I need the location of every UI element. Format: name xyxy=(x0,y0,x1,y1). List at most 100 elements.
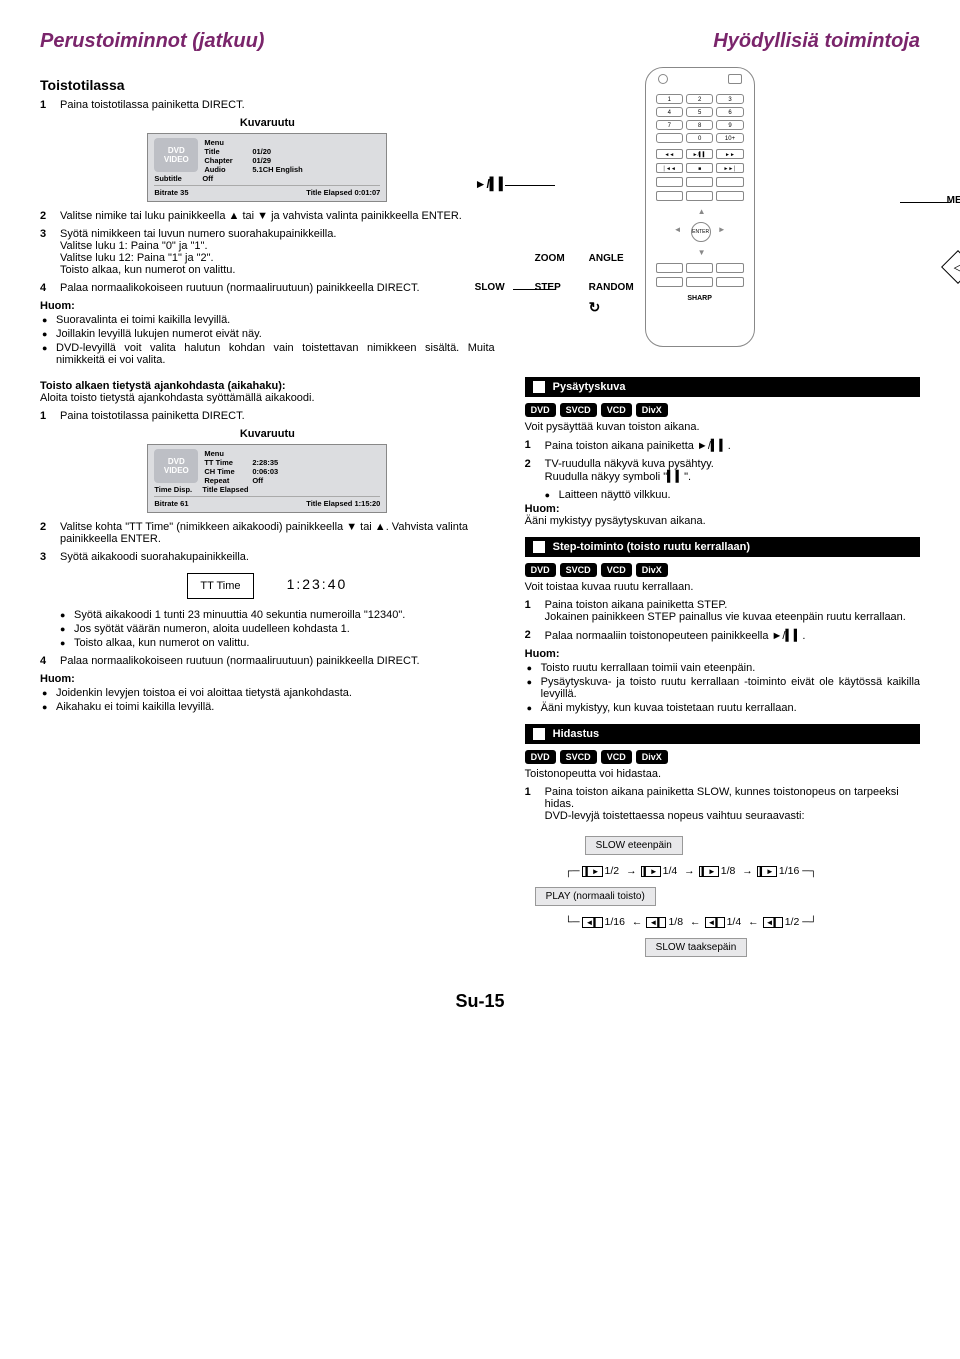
step-b4: 4 Palaa normaalikokoiseen ruutuun (norma… xyxy=(40,655,495,667)
step-b1-num: 1 xyxy=(40,410,54,422)
step-b4-text: Palaa normaalikokoiseen ruutuun (normaal… xyxy=(60,655,495,667)
step-a3-l4: Toisto alkaa, kun numerot on valittu. xyxy=(60,264,235,276)
huom-a-list: Suoravalinta ei toimi kaikilla levyillä.… xyxy=(40,314,495,366)
pys-s2-l2: Ruudulla näkyy symboli "▍▍". xyxy=(545,471,691,483)
step-intro: Voit toistaa kuvaa ruutu kerrallaan. xyxy=(525,581,920,593)
section-hidastus-title: Hidastus xyxy=(553,728,599,740)
step-b2-num: 2 xyxy=(40,521,54,545)
tt-bullets: Syötä aikakoodi 1 tunti 23 minuuttia 40 … xyxy=(58,609,495,649)
pys-s1: 1 Paina toiston aikana painiketta ►/▍▍. xyxy=(525,439,920,452)
step-b4-num: 4 xyxy=(40,655,54,667)
aikahaku-intro: Aloita toisto tietystä ajankohdasta syöt… xyxy=(40,392,315,404)
m1-bl: Bitrate 35 xyxy=(154,188,188,197)
hidastus-s1-text: Paina toiston aikana painiketta SLOW, ku… xyxy=(545,786,899,810)
left-page-title: Perustoiminnot (jatkuu) xyxy=(40,30,264,53)
osd-menu-2: DVDVIDEO Menu TT Time2:28:35 CH Time0:06… xyxy=(147,444,387,513)
huom-b-1: Aikahaku ei toimi kaikilla levyillä. xyxy=(40,701,495,713)
dvd-badge-1b: VIDEO xyxy=(164,155,189,164)
step-b2-text: Valitse kohta "TT Time" (nimikkeen aikak… xyxy=(60,521,495,545)
slow-fwd-label: SLOW eteenpäin xyxy=(585,836,683,855)
hidastus-s1-l2: DVD-levyjä toistettaessa nopeus vaihtuu … xyxy=(545,810,805,822)
back-0: 1/16 xyxy=(605,916,625,928)
badge-dvd-3: DVD xyxy=(525,750,556,764)
fwd-1: 1/4 xyxy=(663,865,678,877)
dpad-block: ∧ ∨ ＜ ＞ ENTER xyxy=(940,217,960,317)
callout-random: RANDOM xyxy=(589,282,634,293)
fwd-2: 1/8 xyxy=(721,865,736,877)
m2-r3-v: Title Elapsed xyxy=(202,485,248,494)
callout-step: STEP xyxy=(535,282,561,293)
callout-zoom: ZOOM xyxy=(535,253,565,264)
step-b1: 1 Paina toistotilassa painiketta DIRECT. xyxy=(40,410,495,422)
section-pysaytyskuva-title: Pysäytyskuva xyxy=(553,381,626,393)
step-a2: 2 Valitse nimike tai luku painikkeella ▲… xyxy=(40,210,495,222)
stept-huom-list: Toisto ruutu kerrallaan toimii vain etee… xyxy=(525,662,920,714)
m2-br: Title Elapsed 1:15:20 xyxy=(306,499,380,508)
pysaytyskuva-intro: Voit pysäyttää kuvan toiston aikana. xyxy=(525,421,920,433)
right-column: ►/▍▍ SLOW STEP ZOOM ANGLE RANDOM ↻ 123 4… xyxy=(525,67,920,961)
huom-a-2: DVD-levyillä voit valita halutun kohdan … xyxy=(40,342,495,366)
stept-s2-text: Palaa normaaliin toistonopeuteen painikk… xyxy=(545,629,920,642)
section-step: Step-toiminto (toisto ruutu kerrallaan) xyxy=(525,537,920,557)
callout-menupbc: MENU/PBC xyxy=(947,195,960,206)
step-b3: 3 Syötä aikakoodi suorahakupainikkeilla. xyxy=(40,551,495,563)
step-b2: 2 Valitse kohta "TT Time" (nimikkeen aik… xyxy=(40,521,495,545)
m1-r1-v: 01/29 xyxy=(252,156,271,165)
tt-bullet-1: Jos syötät väärän numeron, aloita uudell… xyxy=(58,623,495,635)
section-square-icon-3 xyxy=(533,728,545,740)
disc-badges-1: DVD SVCD VCD DivX xyxy=(525,403,920,417)
m2-r1-k: CH Time xyxy=(204,467,244,476)
step-a1-num: 1 xyxy=(40,99,54,111)
huom-a-1: Joillakin levyillä lukujen numerot eivät… xyxy=(40,328,495,340)
badge-svcd-3: SVCD xyxy=(560,750,597,764)
pys-s2-num: 2 xyxy=(525,458,539,483)
badge-dvd-2: DVD xyxy=(525,563,556,577)
section-square-icon-2 xyxy=(533,541,545,553)
step-a2-text: Valitse nimike tai luku painikkeella ▲ t… xyxy=(60,210,495,222)
m2-r2-k: Repeat xyxy=(204,476,244,485)
step-a1: 1 Paina toistotilassa painiketta DIRECT. xyxy=(40,99,495,111)
page-number: Su-15 xyxy=(40,991,920,1012)
pys-bullets: Laitteen näyttö vilkkuu. xyxy=(543,489,920,501)
pys-huom-label: Huom: xyxy=(525,503,920,515)
stept-s1-num: 1 xyxy=(525,599,539,623)
step-a3-l2: Valitse luku 1: Paina "0" ja "1". xyxy=(60,240,208,252)
badge-dvd: DVD xyxy=(525,403,556,417)
dvd-badge-2b: VIDEO xyxy=(164,466,189,475)
step-b1-text: Paina toistotilassa painiketta DIRECT. xyxy=(60,410,495,422)
m2-r0-v: 2:28:35 xyxy=(252,458,278,467)
m2-r3-k: Time Disp. xyxy=(154,485,194,494)
callout-play-pause: ►/▍▍ xyxy=(475,177,509,191)
stept-huom-2: Ääni mykistyy, kun kuvaa toistetaan ruut… xyxy=(525,702,920,714)
badge-svcd: SVCD xyxy=(560,403,597,417)
huom-a-label: Huom: xyxy=(40,300,495,312)
step-a4: 4 Palaa normaalikokoiseen ruutuun (norma… xyxy=(40,282,495,294)
section-step-title: Step-toiminto (toisto ruutu kerrallaan) xyxy=(553,541,750,553)
pys-s1-text: Paina toiston aikana painiketta ►/▍▍. xyxy=(545,439,920,452)
stept-huom-label: Huom: xyxy=(525,648,920,660)
section-pysaytyskuva: Pysäytyskuva xyxy=(525,377,920,397)
stept-s2-num: 2 xyxy=(525,629,539,642)
m1-r0-v: 01/20 xyxy=(252,147,271,156)
badge-vcd-3: VCD xyxy=(601,750,632,764)
m1-br: Title Elapsed 0:01:07 xyxy=(306,188,380,197)
m2-r1-v: 0:06:03 xyxy=(252,467,278,476)
huom-a-0: Suoravalinta ei toimi kaikilla levyillä. xyxy=(40,314,495,326)
right-page-title: Hyödyllisiä toimintoja xyxy=(713,30,920,53)
hidastus-intro: Toistonopeutta voi hidastaa. xyxy=(525,768,920,780)
step-a3-text: Syötä nimikkeen tai luvun numero suoraha… xyxy=(60,228,336,240)
dpad-left-icon: ＜ xyxy=(941,250,960,284)
m1-r3-k: Subtitle xyxy=(154,174,194,183)
tt-time-value: 1:23:40 xyxy=(287,576,348,592)
disc-badges-2: DVD SVCD VCD DivX xyxy=(525,563,920,577)
huom-b-label: Huom: xyxy=(40,673,495,685)
tt-bullet-2: Toisto alkaa, kun numerot on valittu. xyxy=(58,637,495,649)
stept-huom-0: Toisto ruutu kerrallaan toimii vain etee… xyxy=(525,662,920,674)
huom-b-0: Joidenkin levyjen toistoa ei voi aloitta… xyxy=(40,687,495,699)
callout-repeat-icon: ↻ xyxy=(589,299,601,316)
badge-divx: DivX xyxy=(636,403,668,417)
kuvaruutu-label-1: Kuvaruutu xyxy=(40,117,495,129)
step-a4-num: 4 xyxy=(40,282,54,294)
pys-s2-text: TV-ruudulla näkyvä kuva pysähtyy. xyxy=(545,458,714,470)
fwd-0: 1/2 xyxy=(605,865,620,877)
